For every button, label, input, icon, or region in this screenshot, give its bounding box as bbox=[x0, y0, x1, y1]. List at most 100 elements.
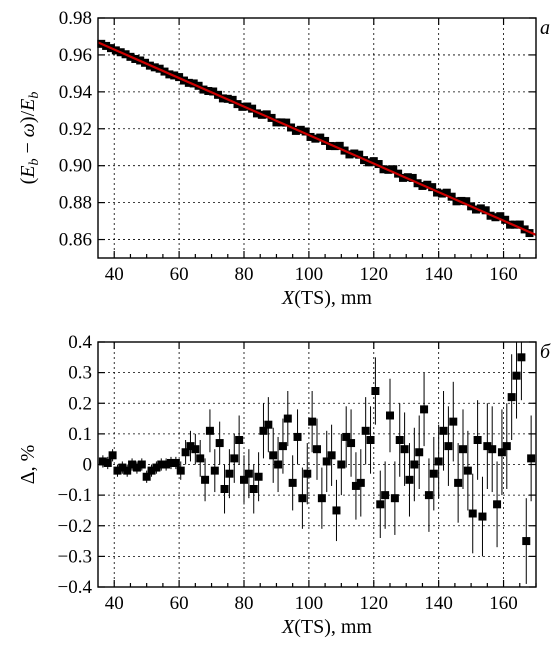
data-point-b bbox=[405, 475, 414, 484]
data-point-b bbox=[113, 466, 122, 475]
data-point-b bbox=[468, 509, 477, 518]
data-point-b bbox=[424, 491, 433, 500]
data-point-a bbox=[291, 126, 300, 135]
data-point-a bbox=[262, 110, 271, 119]
data-point-b bbox=[488, 445, 497, 454]
y-tick-label-a: 0.92 bbox=[59, 119, 92, 140]
data-point-b bbox=[371, 387, 380, 395]
data-point-b bbox=[244, 469, 253, 478]
y-tick-label-b: 0.1 bbox=[68, 424, 92, 445]
data-point-b bbox=[123, 466, 132, 475]
data-point-b bbox=[308, 417, 317, 426]
data-point-a bbox=[369, 157, 378, 166]
data-point-b bbox=[317, 494, 326, 503]
data-point-b bbox=[410, 460, 419, 469]
data-point-a bbox=[462, 197, 471, 206]
data-point-a bbox=[316, 133, 325, 142]
data-point-b bbox=[415, 448, 424, 457]
x-tick-label-b: 60 bbox=[170, 593, 189, 614]
data-point-b bbox=[201, 475, 210, 484]
data-point-b bbox=[493, 500, 502, 509]
data-point-b bbox=[507, 393, 516, 402]
data-point-a bbox=[442, 188, 451, 197]
data-point-a bbox=[374, 160, 383, 169]
data-point-a bbox=[379, 165, 388, 174]
data-point-b bbox=[220, 485, 229, 493]
y-tick-label-b: −0.3 bbox=[58, 546, 92, 567]
x-axis-label-symbol-a: X bbox=[281, 287, 295, 309]
data-point-b bbox=[322, 457, 331, 466]
x-tick-label-b: 80 bbox=[235, 593, 254, 614]
data-point-b bbox=[186, 442, 195, 451]
plot-frame-b bbox=[97, 341, 537, 588]
data-point-b bbox=[449, 417, 458, 426]
data-point-b bbox=[356, 478, 365, 487]
y-tick-label-a: 0.88 bbox=[59, 193, 92, 214]
data-point-b bbox=[181, 448, 190, 457]
data-point-b bbox=[259, 426, 268, 435]
data-point-b bbox=[128, 460, 137, 469]
x-tick-label-a: 120 bbox=[360, 264, 389, 285]
data-point-a bbox=[408, 173, 417, 182]
data-point-b bbox=[376, 500, 385, 509]
data-point-b bbox=[434, 457, 443, 466]
data-point-b bbox=[264, 420, 273, 429]
panel-tag-b: б bbox=[540, 341, 551, 363]
data-point-a bbox=[423, 180, 432, 189]
data-point-b bbox=[132, 463, 141, 472]
data-point-b bbox=[191, 445, 200, 454]
data-point-a bbox=[496, 212, 505, 221]
data-point-b bbox=[502, 442, 511, 451]
data-point-b bbox=[386, 411, 394, 420]
data-point-b bbox=[103, 458, 112, 467]
data-point-b bbox=[274, 460, 283, 469]
data-point-a bbox=[228, 95, 237, 104]
data-point-a bbox=[515, 220, 524, 229]
data-point-a bbox=[476, 204, 485, 213]
data-point-b bbox=[400, 445, 409, 454]
data-point-b bbox=[512, 371, 521, 380]
data-point-b bbox=[167, 458, 175, 467]
x-axis-label-b: X(TS), mm bbox=[281, 616, 372, 638]
data-point-b bbox=[395, 436, 404, 444]
data-point-b bbox=[176, 466, 185, 475]
x-tick-label-b: 160 bbox=[489, 593, 518, 614]
data-point-b bbox=[463, 466, 472, 475]
data-point-b bbox=[235, 436, 244, 444]
data-point-b bbox=[278, 442, 287, 451]
x-tick-label-b: 40 bbox=[105, 593, 124, 614]
data-point-a bbox=[209, 87, 218, 96]
data-point-a bbox=[403, 173, 412, 182]
data-point-a bbox=[282, 118, 291, 127]
data-point-a bbox=[481, 206, 490, 215]
data-point-b bbox=[269, 451, 278, 460]
data-point-b bbox=[196, 454, 205, 463]
x-axis-label-rest-b: (TS), mm bbox=[294, 616, 372, 638]
panel-b: 40 60 80 100 120 140 160 −0.4 −0.3 −0.2 −0.1 0 0.1 0.… bbox=[17, 332, 551, 638]
y-tick-label-b: −0.4 bbox=[58, 577, 93, 598]
data-point-b bbox=[108, 451, 117, 460]
data-point-b bbox=[390, 494, 399, 503]
data-point-b bbox=[249, 485, 258, 493]
data-point-b bbox=[313, 445, 321, 454]
data-point-a bbox=[301, 127, 310, 136]
data-point-b bbox=[473, 436, 482, 444]
y-tick-label-a: 0.90 bbox=[59, 156, 92, 177]
data-point-b bbox=[351, 481, 360, 490]
data-point-b bbox=[118, 463, 127, 472]
data-point-b bbox=[444, 442, 453, 451]
ticks-a: 40 60 80 100 120 140 160 0.86 0.88 0.90 0.92 0.94 0.… bbox=[59, 8, 537, 285]
x-axis-label-a: X(TS), mm bbox=[281, 287, 372, 309]
data-point-a bbox=[321, 136, 330, 145]
x-tick-label-b: 100 bbox=[295, 593, 324, 614]
data-point-b bbox=[429, 469, 438, 478]
data-point-a bbox=[272, 118, 281, 127]
y-tick-label-a: 0.98 bbox=[59, 8, 92, 29]
x-tick-label-b: 140 bbox=[424, 593, 453, 614]
data-point-b bbox=[293, 432, 302, 441]
data-point-b bbox=[303, 469, 312, 478]
data-point-b bbox=[459, 445, 467, 454]
y-tick-label-b: 0.4 bbox=[68, 332, 92, 353]
data-point-a bbox=[398, 173, 407, 182]
ticks-b: 40 60 80 100 120 140 160 −0.4 −0.3 −0.2 −0.1 0 0.1 0.… bbox=[58, 332, 537, 614]
